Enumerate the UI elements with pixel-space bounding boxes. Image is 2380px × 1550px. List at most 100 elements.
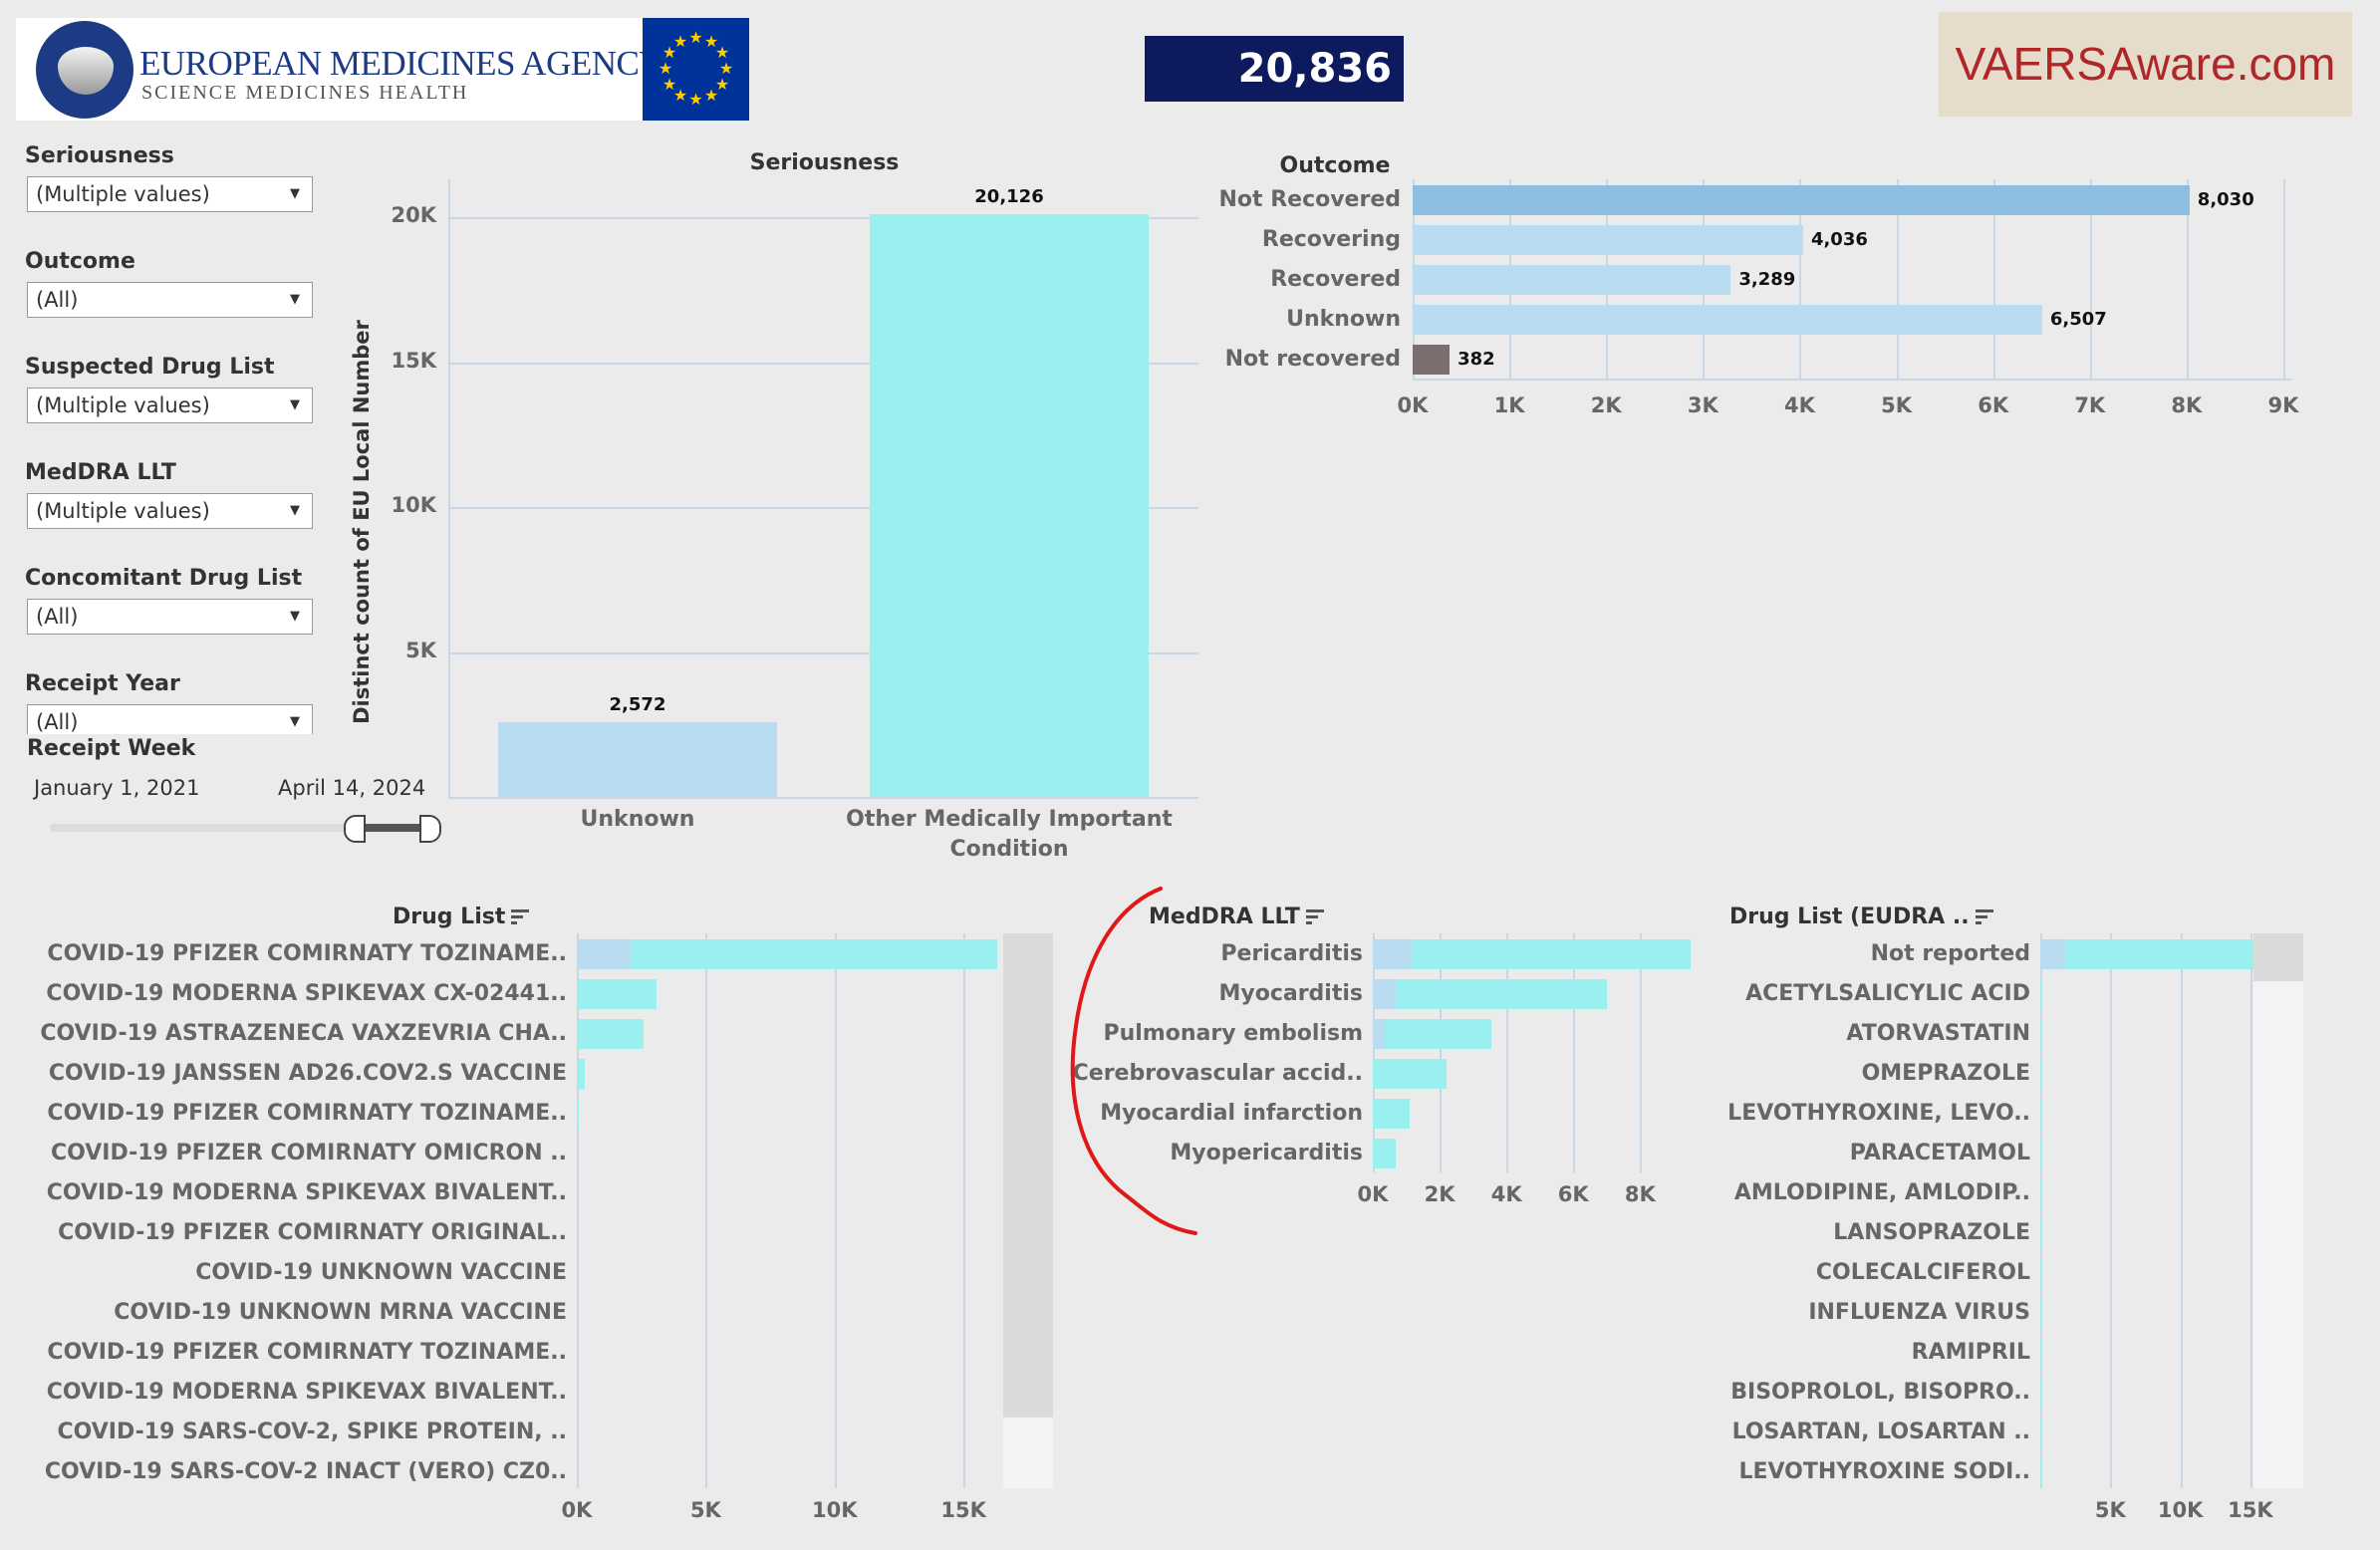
svg-text:★: ★ <box>715 43 729 62</box>
category-label: ACETYLSALICYLIC ACID <box>1745 981 2030 1006</box>
x-tick-label: 6K <box>1557 1182 1589 1206</box>
dropdown-arrow-icon: ▼ <box>290 714 300 729</box>
x-tick-label: 4K <box>1490 1182 1522 1206</box>
bar-segment <box>1373 1139 1397 1168</box>
gridline <box>2089 179 2092 379</box>
category-label: ATORVASTATIN <box>1846 1021 2030 1046</box>
gridline <box>2186 179 2189 379</box>
bar-value-label: 2,572 <box>609 694 666 716</box>
bar <box>1413 225 1803 255</box>
gridline <box>2180 933 2183 1488</box>
slider-start-handle[interactable] <box>344 815 366 843</box>
bar <box>1413 345 1451 375</box>
bar-segment <box>1413 939 1691 969</box>
svg-text:★: ★ <box>688 28 702 47</box>
dropdown-arrow-icon: ▼ <box>290 609 300 624</box>
x-tick-label: 3K <box>1687 393 1719 417</box>
bar-segment <box>2040 1258 2041 1288</box>
agency-name: EUROPEAN MEDICINES AGENCY <box>139 44 664 83</box>
gridline <box>1440 933 1443 1172</box>
dropdown-value: (All) <box>36 710 79 734</box>
eudra-title-text: Drug List (EUDRA .. <box>1729 904 1970 929</box>
slider-end-handle[interactable] <box>419 815 441 843</box>
category-label: Cerebrovascular accid.. <box>1072 1061 1363 1086</box>
svg-text:★: ★ <box>719 59 733 78</box>
category-label: Not reported <box>1870 941 2030 966</box>
eudra-scrollbar[interactable] <box>2253 933 2303 1488</box>
y-axis-line <box>2040 933 2042 1488</box>
category-label: Unknown <box>1286 307 1401 332</box>
receipt-week-end: April 14, 2024 <box>278 776 426 800</box>
gridline <box>705 933 708 1488</box>
bar-segment <box>631 939 997 969</box>
seriousness-dropdown[interactable]: (Multiple values) ▼ <box>27 176 313 212</box>
y-axis-line <box>577 933 579 1488</box>
category-label: COVID-19 PFIZER COMIRNATY OMICRON .. <box>50 1141 567 1165</box>
gridline <box>1506 933 1509 1172</box>
suspected-drug-list-dropdown[interactable]: (Multiple values) ▼ <box>27 388 313 423</box>
bar-segment <box>1384 1019 1492 1049</box>
drug-list-scrollbar-thumb[interactable] <box>1003 933 1053 1418</box>
eu-flag-icon: ★ ★ ★ ★ ★ ★ ★ ★ ★ ★ ★ ★ <box>643 18 749 121</box>
category-label: Myocarditis <box>1218 981 1363 1006</box>
x-axis-line <box>448 797 1198 799</box>
category-label: Pulmonary embolism <box>1103 1021 1363 1046</box>
sort-icon[interactable] <box>1305 909 1324 925</box>
gridline <box>448 651 1198 654</box>
bar-value-label: 8,030 <box>2197 189 2254 210</box>
category-label: Myocardial infarction <box>1100 1101 1363 1126</box>
dropdown-arrow-icon: ▼ <box>290 503 300 518</box>
svg-text:★: ★ <box>715 75 729 94</box>
category-label: COVID-19 UNKNOWN VACCINE <box>195 1260 567 1285</box>
bar-segment <box>577 1298 578 1328</box>
x-tick-label: 0K <box>561 1498 593 1522</box>
gridline <box>963 933 966 1488</box>
category-label: Recovering <box>1261 227 1401 252</box>
gridline <box>2283 179 2285 379</box>
category-label: LOSARTAN, LOSARTAN .. <box>1731 1420 2030 1444</box>
eudra-scrollbar-thumb[interactable] <box>2253 933 2303 981</box>
bar-value-label: 3,289 <box>1738 269 1796 290</box>
y-tick-label: 15K <box>391 348 437 373</box>
outcome-dropdown[interactable]: (All) ▼ <box>27 282 313 318</box>
gridline <box>2249 933 2252 1488</box>
bar <box>1413 265 1731 295</box>
bar-segment <box>2040 939 2066 969</box>
category-label: COVID-19 MODERNA SPIKEVAX CX-02441.. <box>46 981 567 1006</box>
concomitant-drug-list-dropdown[interactable]: (All) ▼ <box>27 599 313 635</box>
x-tick-label: 9K <box>2267 393 2299 417</box>
bar-segment <box>2040 1019 2041 1049</box>
bar-value-label: 6,507 <box>2049 309 2107 330</box>
category-label: COVID-19 SARS-COV-2 INACT (VERO) CZ0.. <box>44 1459 567 1484</box>
dropdown-arrow-icon: ▼ <box>290 397 300 412</box>
category-label: Recovered <box>1270 267 1401 292</box>
x-tick-label: 5K <box>1881 393 1912 417</box>
bar-value-label: 20,126 <box>974 185 1044 207</box>
y-tick-label: 20K <box>391 203 437 228</box>
receipt-year-dropdown[interactable]: (All) ▼ <box>27 704 313 734</box>
dropdown-value: (Multiple values) <box>36 393 210 417</box>
eu-stars-icon: ★ ★★ ★★★ ★★★ ★★★ <box>659 28 733 109</box>
category-label: COVID-19 PFIZER COMIRNATY TOZINAME.. <box>47 1340 567 1365</box>
x-category-label: Other Medically Important Condition <box>846 807 1173 862</box>
bar-segment <box>1373 1099 1410 1129</box>
receipt-week-slider-track[interactable] <box>50 824 438 832</box>
category-label: COVID-19 PFIZER COMIRNATY TOZINAME.. <box>47 941 567 966</box>
drug-list-scrollbar[interactable] <box>1003 933 1053 1488</box>
gridline <box>1896 179 1899 379</box>
ema-bowl-shape <box>58 47 114 95</box>
x-tick-label: 10K <box>812 1498 858 1522</box>
bar-segment <box>577 979 658 1009</box>
sort-icon[interactable] <box>511 909 530 925</box>
bar-segment <box>577 939 632 969</box>
dropdown-value: (All) <box>36 605 79 629</box>
y-axis-line <box>1373 933 1375 1172</box>
seriousness-y-axis-label: Distinct count of EU Local Number <box>350 320 374 724</box>
sort-icon[interactable] <box>1975 909 1993 925</box>
agency-tagline: SCIENCE MEDICINES HEALTH <box>141 82 469 104</box>
category-label: INFLUENZA VIRUS <box>1808 1300 2030 1325</box>
gridline <box>834 933 837 1488</box>
meddra-llt-dropdown[interactable]: (Multiple values) ▼ <box>27 493 313 529</box>
bar-segment <box>577 1059 586 1089</box>
gridline <box>1799 179 1802 379</box>
